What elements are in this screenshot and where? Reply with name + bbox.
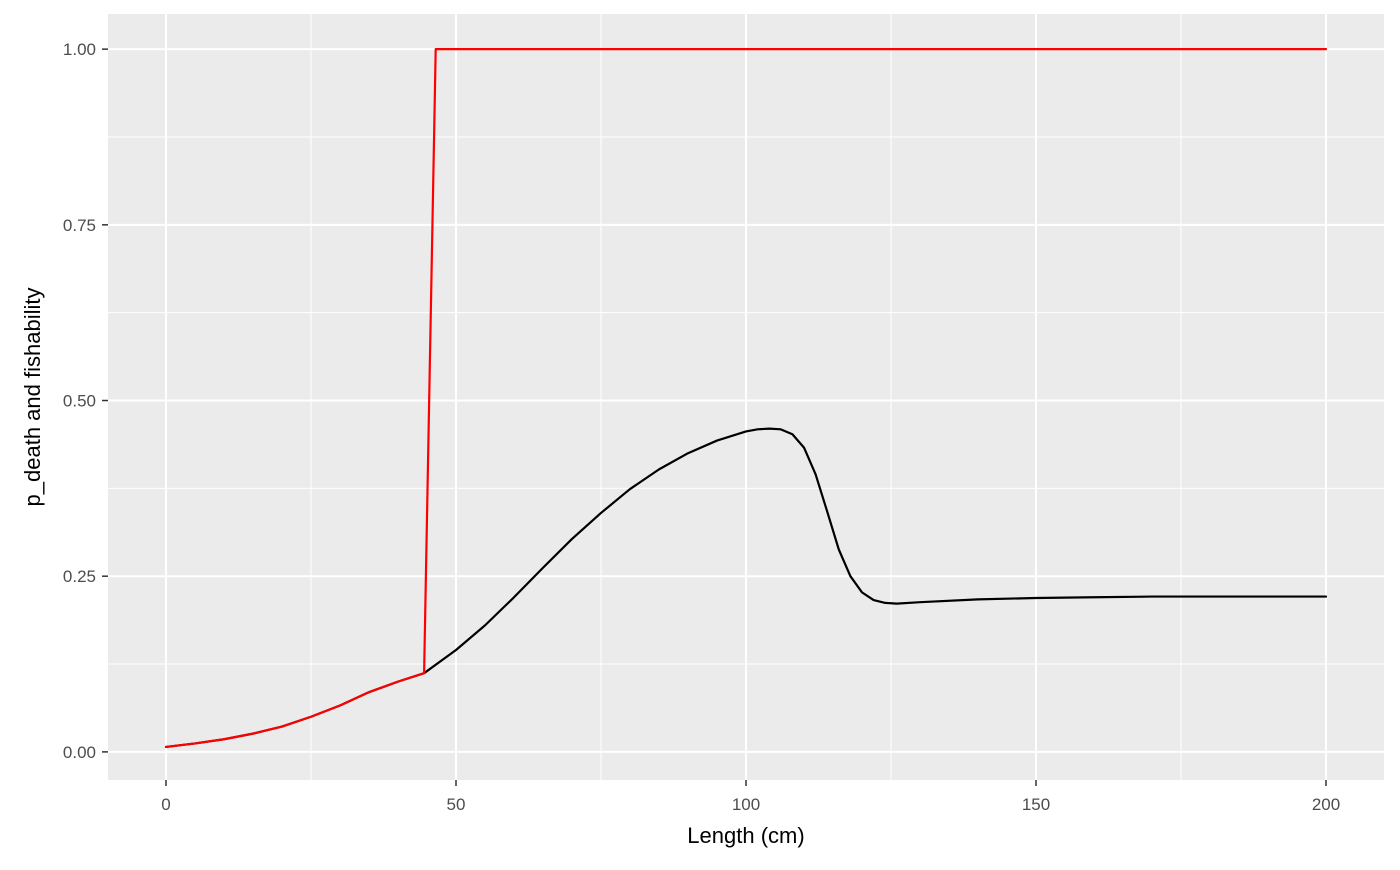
y-tick-label: 1.00 [63,40,96,59]
series-layer [164,48,1328,749]
y-tick-label: 0.25 [63,567,96,586]
x-tick-label: 50 [447,795,466,814]
y-tick-label: 0.75 [63,216,96,235]
y-axis-title: p_death and fishability [20,288,45,507]
x-tick-label: 150 [1022,795,1050,814]
y-tick-label: 0.00 [63,743,96,762]
x-axis: 0 50 100 150 200 [161,780,1340,814]
y-tick-label: 0.50 [63,392,96,411]
series-line-2 [164,48,1328,749]
major-grid [108,14,1384,780]
x-tick-label: 100 [732,795,760,814]
x-tick-label: 0 [161,795,170,814]
x-axis-title: Length (cm) [687,823,804,848]
x-tick-label: 200 [1312,795,1340,814]
y-axis: 0.00 0.25 0.50 0.75 1.00 [63,40,108,762]
